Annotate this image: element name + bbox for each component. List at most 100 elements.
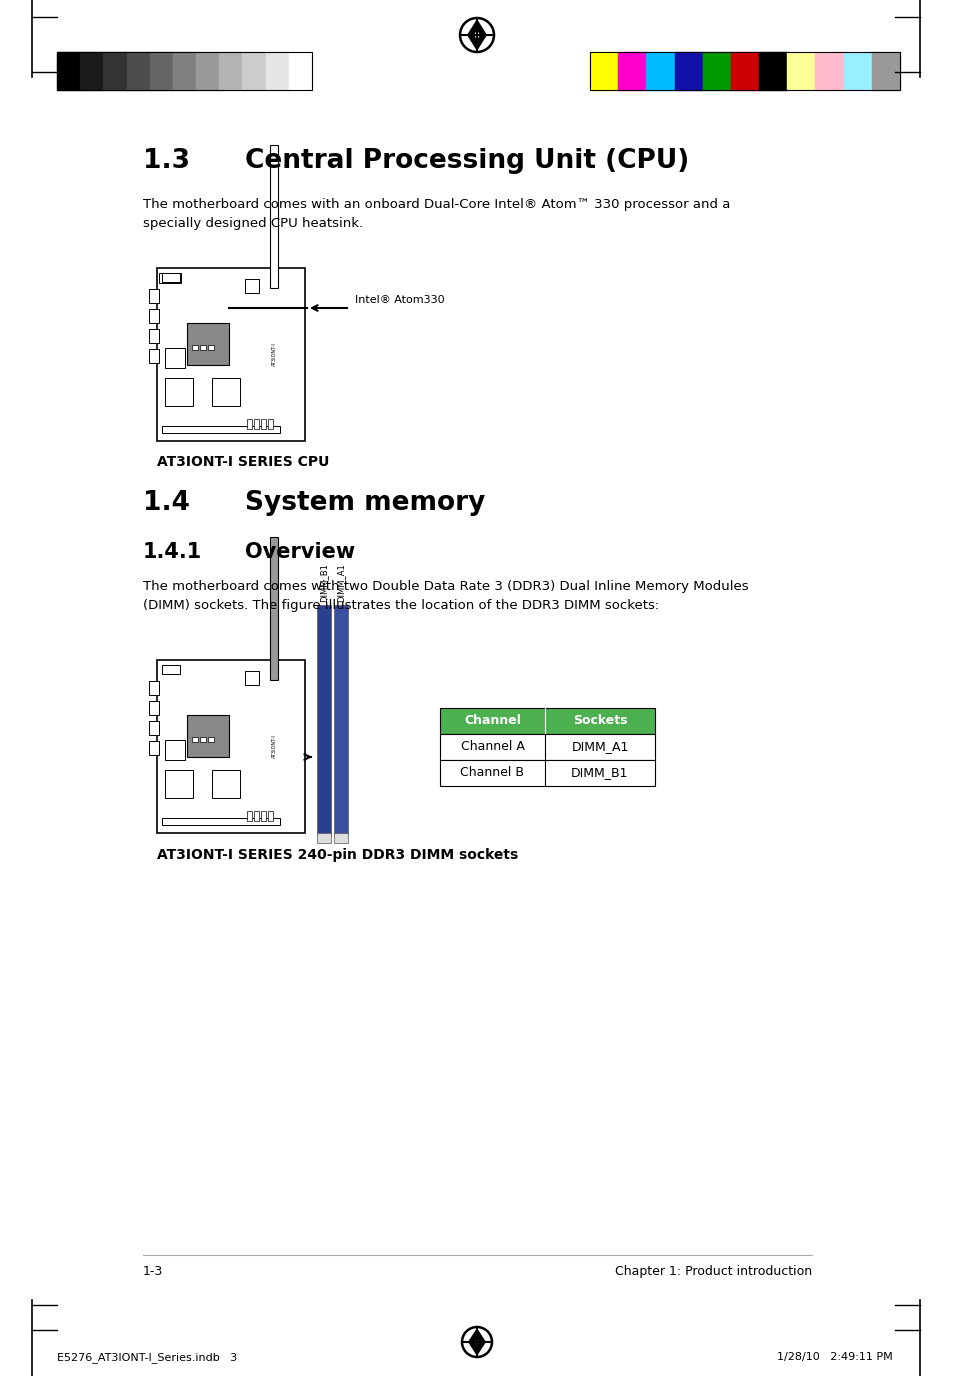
Bar bbox=[265, 52, 289, 89]
Bar bbox=[150, 52, 172, 89]
Bar bbox=[245, 671, 258, 685]
Bar bbox=[208, 345, 213, 350]
Bar bbox=[200, 738, 206, 742]
Bar bbox=[162, 272, 180, 282]
Bar bbox=[149, 681, 159, 695]
Bar bbox=[149, 289, 159, 303]
Bar bbox=[80, 52, 103, 89]
Bar bbox=[212, 378, 240, 406]
Polygon shape bbox=[467, 19, 486, 51]
Text: AT3IONT-I: AT3IONT-I bbox=[272, 343, 276, 366]
Bar bbox=[247, 420, 252, 429]
Text: Central Processing Unit (CPU): Central Processing Unit (CPU) bbox=[245, 149, 688, 173]
Bar bbox=[245, 279, 258, 293]
Bar bbox=[253, 420, 258, 429]
Bar bbox=[212, 771, 240, 798]
Text: DIMM_B1: DIMM_B1 bbox=[319, 563, 328, 603]
Text: Intel® Atom330: Intel® Atom330 bbox=[355, 294, 444, 305]
Bar bbox=[261, 420, 266, 429]
Bar bbox=[334, 605, 348, 835]
Bar bbox=[172, 52, 196, 89]
Bar bbox=[162, 427, 280, 433]
Bar bbox=[270, 537, 277, 680]
Bar bbox=[162, 665, 180, 674]
Bar bbox=[242, 52, 265, 89]
Bar bbox=[149, 310, 159, 323]
Bar bbox=[730, 52, 759, 89]
Bar bbox=[842, 52, 871, 89]
Text: E5276_AT3IONT-I_Series.indb   3: E5276_AT3IONT-I_Series.indb 3 bbox=[57, 1353, 237, 1362]
Text: 1.3: 1.3 bbox=[143, 149, 190, 173]
Bar bbox=[157, 268, 305, 440]
Bar bbox=[316, 605, 331, 835]
Bar bbox=[439, 733, 655, 760]
Bar bbox=[253, 810, 258, 821]
Bar bbox=[187, 716, 229, 757]
Bar bbox=[127, 52, 150, 89]
Bar bbox=[149, 329, 159, 343]
Bar bbox=[159, 272, 181, 283]
Bar bbox=[162, 817, 280, 826]
Bar bbox=[759, 52, 786, 89]
Bar bbox=[196, 52, 219, 89]
Bar bbox=[208, 738, 213, 742]
Bar bbox=[149, 742, 159, 755]
Bar bbox=[57, 52, 312, 89]
Text: Overview: Overview bbox=[245, 542, 355, 561]
Bar bbox=[149, 350, 159, 363]
Polygon shape bbox=[474, 30, 479, 40]
Bar bbox=[815, 52, 842, 89]
Text: AT3IONT-I SERIES 240-pin DDR3 DIMM sockets: AT3IONT-I SERIES 240-pin DDR3 DIMM socke… bbox=[157, 848, 517, 861]
Bar bbox=[702, 52, 730, 89]
Bar bbox=[219, 52, 242, 89]
Text: Sockets: Sockets bbox=[572, 714, 626, 728]
Bar bbox=[589, 52, 618, 89]
Bar bbox=[165, 740, 185, 760]
Text: System memory: System memory bbox=[245, 490, 485, 516]
Text: Channel A: Channel A bbox=[460, 740, 524, 754]
Polygon shape bbox=[468, 1328, 485, 1355]
Bar bbox=[871, 52, 899, 89]
Text: DIMM_B1: DIMM_B1 bbox=[571, 766, 628, 779]
Text: The motherboard comes with two Double Data Rate 3 (DDR3) Dual Inline Memory Modu: The motherboard comes with two Double Da… bbox=[143, 581, 748, 612]
Bar bbox=[289, 52, 312, 89]
Bar bbox=[103, 52, 127, 89]
Bar bbox=[589, 52, 899, 89]
Bar bbox=[165, 771, 193, 798]
Bar bbox=[646, 52, 674, 89]
Bar bbox=[149, 721, 159, 735]
Bar bbox=[268, 810, 273, 821]
Bar bbox=[334, 832, 348, 843]
Bar bbox=[165, 378, 193, 406]
Bar bbox=[439, 709, 655, 733]
Text: 1-3: 1-3 bbox=[143, 1265, 163, 1278]
Bar bbox=[786, 52, 815, 89]
Bar bbox=[200, 345, 206, 350]
Bar bbox=[187, 323, 229, 365]
Bar bbox=[268, 420, 273, 429]
Bar bbox=[439, 760, 655, 786]
Bar bbox=[316, 832, 331, 843]
Bar bbox=[192, 345, 198, 350]
Bar bbox=[247, 810, 252, 821]
Bar bbox=[192, 738, 198, 742]
Text: AT3IONT-I SERIES CPU: AT3IONT-I SERIES CPU bbox=[157, 455, 329, 469]
Text: The motherboard comes with an onboard Dual-Core Intel® Atom™ 330 processor and a: The motherboard comes with an onboard Du… bbox=[143, 198, 730, 230]
Bar bbox=[261, 810, 266, 821]
Text: 1/28/10   2:49:11 PM: 1/28/10 2:49:11 PM bbox=[777, 1353, 892, 1362]
Bar bbox=[149, 700, 159, 716]
Polygon shape bbox=[475, 1337, 478, 1346]
Bar bbox=[57, 52, 80, 89]
Bar bbox=[165, 348, 185, 367]
Text: AT3IONT-I: AT3IONT-I bbox=[272, 733, 276, 758]
Text: Chapter 1: Product introduction: Chapter 1: Product introduction bbox=[615, 1265, 811, 1278]
Text: 1.4.1: 1.4.1 bbox=[143, 542, 202, 561]
Bar bbox=[674, 52, 702, 89]
Text: Channel: Channel bbox=[463, 714, 520, 728]
Bar bbox=[270, 144, 277, 288]
Bar bbox=[157, 660, 305, 832]
Text: DIMM_A1: DIMM_A1 bbox=[571, 740, 628, 754]
Text: Channel B: Channel B bbox=[460, 766, 524, 779]
Text: DIMM_A1: DIMM_A1 bbox=[336, 563, 345, 603]
Bar bbox=[618, 52, 646, 89]
